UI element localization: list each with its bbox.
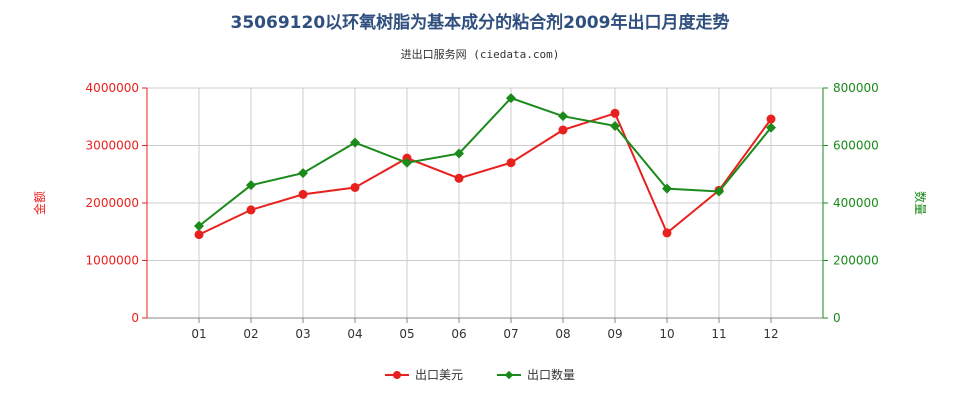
x-tick-label: 05 [399,327,414,341]
legend-marker-amount [392,370,401,379]
y-tick-label-right: 800000 [833,81,879,95]
x-tick-label: 10 [659,327,674,341]
y-tick-label-left: 3000000 [86,139,139,153]
x-tick-label: 11 [711,327,726,341]
data-point-amount [610,108,620,118]
data-point-amount [454,173,464,183]
legend-item-quantity[interactable]: 出口数量 [497,366,575,383]
data-point-quantity [194,221,204,231]
data-point-quantity [766,122,776,133]
data-point-amount [246,205,256,215]
data-point-quantity [506,93,516,104]
y-tick-label-right: 400000 [833,196,879,210]
y-tick-label-right: 200000 [833,254,879,268]
y-tick-label-right: 600000 [833,139,879,153]
y-tick-label-left: 2000000 [86,196,139,210]
data-point-quantity [558,111,568,122]
legend-line-quantity [497,370,521,379]
x-tick-label: 08 [555,327,570,341]
data-point-quantity [298,168,308,179]
x-tick-label: 02 [243,327,258,341]
x-tick-label: 01 [191,327,206,341]
data-point-quantity [454,148,464,159]
x-tick-label: 06 [451,327,466,341]
data-point-amount [558,125,568,135]
x-tick-label: 03 [295,327,310,341]
legend-label-amount: 出口美元 [414,368,463,382]
data-point-quantity [662,183,672,194]
y-tick-label-left: 0 [131,311,139,325]
y-axis-title-right: 数量 [913,191,928,215]
data-point-quantity [402,157,412,168]
data-point-amount [506,158,516,168]
data-point-quantity [350,137,360,148]
data-point-amount [194,230,204,240]
legend-marker-quantity [504,370,514,379]
legend-item-amount[interactable]: 出口美元 [384,366,463,383]
x-tick-label: 07 [503,327,518,341]
y-axis-title-left: 金额 [32,191,47,215]
y-tick-label-left: 1000000 [86,254,139,268]
chart-subtitle: 进出口服务网 (ciedata.com) [400,48,560,61]
data-point-amount [662,228,672,238]
data-point-amount [350,182,360,192]
legend-line-amount [384,370,409,379]
data-point-quantity [610,120,620,131]
data-point-amount [298,189,308,199]
legend-label-quantity: 出口数量 [527,368,576,382]
data-point-quantity [246,180,256,191]
y-tick-label-left: 4000000 [86,81,139,95]
chart-legend: 出口美元 出口数量 [0,366,960,383]
series-line-amount [198,112,772,236]
y-tick-label-right: 0 [833,311,841,325]
chart-title: 35069120以环氧树脂为基本成分的粘合剂2009年出口月度走势 [230,13,730,33]
x-tick-label: 09 [607,327,622,341]
x-tick-label: 04 [347,327,362,341]
series-line-quantity [198,96,772,227]
data-point-amount [766,114,776,124]
x-tick-label: 12 [763,327,778,341]
data-point-quantity [714,186,724,197]
